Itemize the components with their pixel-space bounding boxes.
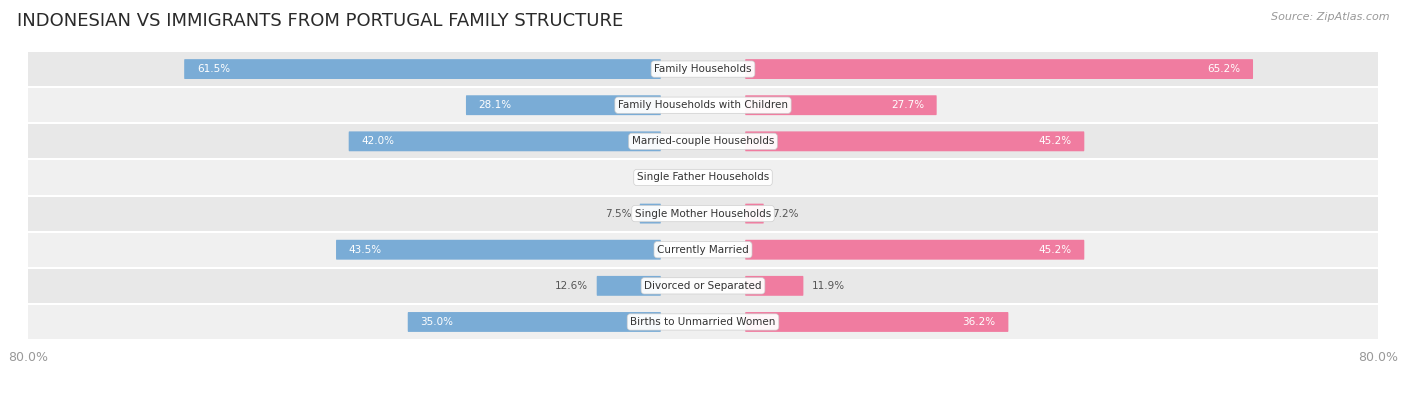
Text: Births to Unmarried Women: Births to Unmarried Women — [630, 317, 776, 327]
Text: Single Father Households: Single Father Households — [637, 173, 769, 182]
Bar — [28, 160, 1378, 196]
Text: 45.2%: 45.2% — [1039, 245, 1071, 255]
Text: 61.5%: 61.5% — [197, 64, 231, 74]
FancyBboxPatch shape — [349, 132, 661, 151]
Bar — [28, 304, 1378, 340]
Text: 43.5%: 43.5% — [349, 245, 382, 255]
Text: INDONESIAN VS IMMIGRANTS FROM PORTUGAL FAMILY STRUCTURE: INDONESIAN VS IMMIGRANTS FROM PORTUGAL F… — [17, 12, 623, 30]
Text: 2.6%: 2.6% — [647, 173, 672, 182]
Bar — [28, 196, 1378, 231]
Text: 11.9%: 11.9% — [811, 281, 845, 291]
Text: 12.6%: 12.6% — [555, 281, 588, 291]
Text: 35.0%: 35.0% — [420, 317, 453, 327]
FancyBboxPatch shape — [745, 59, 1253, 79]
Bar — [28, 231, 1378, 268]
FancyBboxPatch shape — [184, 59, 661, 79]
Bar — [28, 51, 1378, 87]
Text: Married-couple Households: Married-couple Households — [631, 136, 775, 146]
Text: Currently Married: Currently Married — [657, 245, 749, 255]
FancyBboxPatch shape — [336, 240, 661, 260]
Text: 45.2%: 45.2% — [1039, 136, 1071, 146]
Text: Divorced or Separated: Divorced or Separated — [644, 281, 762, 291]
Text: 7.2%: 7.2% — [772, 209, 799, 218]
Text: 27.7%: 27.7% — [891, 100, 924, 110]
Text: 28.1%: 28.1% — [478, 100, 512, 110]
FancyBboxPatch shape — [745, 95, 936, 115]
Text: 2.6%: 2.6% — [734, 173, 759, 182]
Text: 7.5%: 7.5% — [605, 209, 631, 218]
Text: Family Households: Family Households — [654, 64, 752, 74]
FancyBboxPatch shape — [745, 276, 803, 296]
FancyBboxPatch shape — [745, 204, 763, 224]
FancyBboxPatch shape — [745, 312, 1008, 332]
Text: Single Mother Households: Single Mother Households — [636, 209, 770, 218]
Text: 42.0%: 42.0% — [361, 136, 394, 146]
Text: 65.2%: 65.2% — [1208, 64, 1240, 74]
Bar — [28, 87, 1378, 123]
Text: Source: ZipAtlas.com: Source: ZipAtlas.com — [1271, 12, 1389, 22]
Bar — [28, 268, 1378, 304]
Bar — [28, 123, 1378, 160]
FancyBboxPatch shape — [596, 276, 661, 296]
Text: 36.2%: 36.2% — [963, 317, 995, 327]
FancyBboxPatch shape — [465, 95, 661, 115]
Text: Family Households with Children: Family Households with Children — [619, 100, 787, 110]
FancyBboxPatch shape — [745, 132, 1084, 151]
FancyBboxPatch shape — [640, 204, 661, 224]
FancyBboxPatch shape — [408, 312, 661, 332]
FancyBboxPatch shape — [745, 240, 1084, 260]
